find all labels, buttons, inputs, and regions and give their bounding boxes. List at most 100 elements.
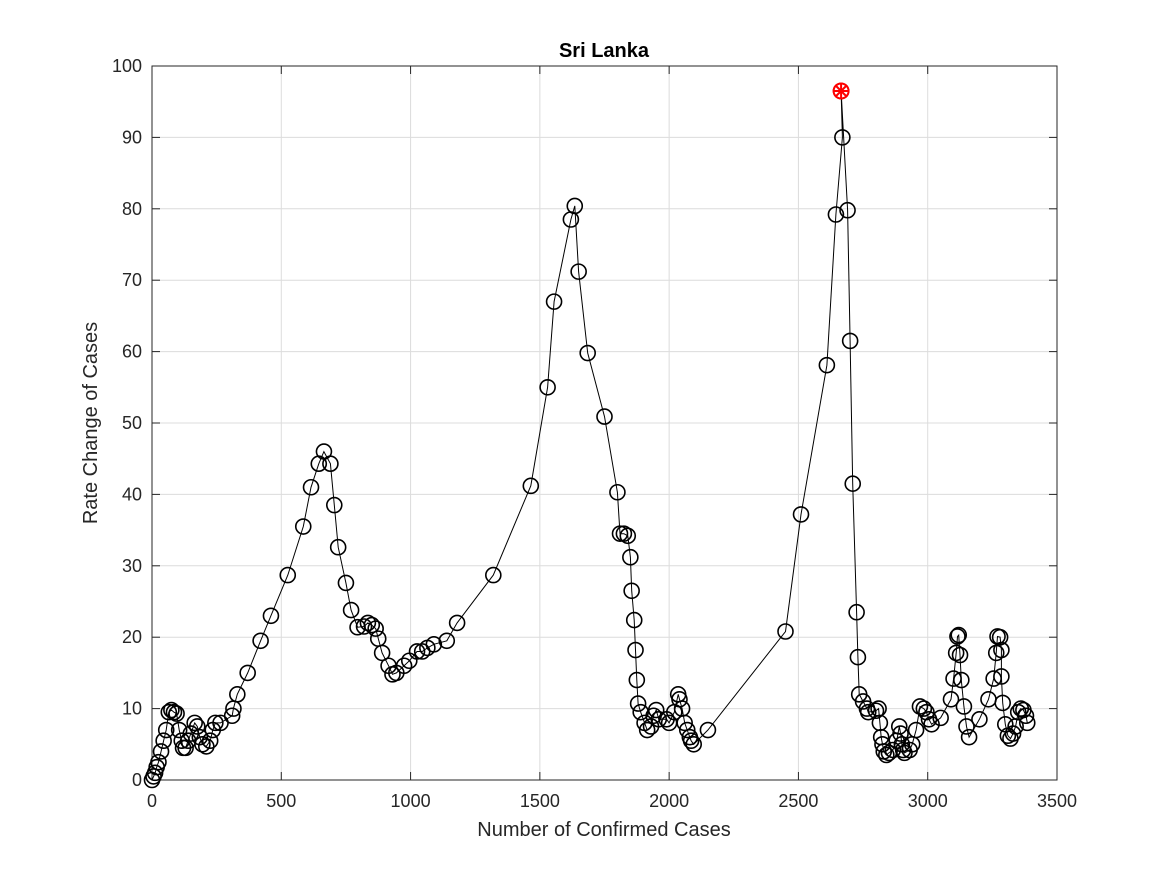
data-point — [322, 455, 339, 472]
data-point — [448, 614, 466, 632]
data-point — [170, 721, 188, 739]
data-point — [960, 728, 978, 746]
y-axis-label: Rate Change of Cases — [80, 322, 102, 524]
data-point — [958, 718, 975, 735]
data-point — [579, 344, 596, 362]
data-point — [915, 700, 933, 717]
data-point — [945, 670, 962, 687]
peak-marker-diag2 — [834, 84, 848, 98]
data-point — [955, 698, 973, 715]
x-axis-label: Number of Confirmed Cases — [477, 819, 730, 841]
data-point — [152, 743, 170, 760]
data-point — [168, 705, 185, 722]
data-point — [841, 332, 859, 350]
data-point — [223, 707, 241, 725]
data-point — [1018, 714, 1036, 732]
data-point — [625, 611, 643, 629]
y-tick-label: 70 — [122, 270, 142, 290]
x-tick-label: 3000 — [908, 791, 948, 811]
data-point — [985, 670, 1002, 687]
data-point — [325, 496, 343, 514]
data-point — [615, 525, 633, 542]
data-point — [229, 686, 246, 703]
x-tick-label: 2000 — [649, 791, 689, 811]
data-point — [186, 714, 203, 732]
y-tick-label: 0 — [132, 770, 142, 790]
data-point — [907, 721, 925, 739]
data-point — [367, 620, 384, 637]
data-point — [834, 129, 851, 146]
data-point — [682, 732, 700, 750]
data-point — [993, 668, 1010, 685]
data-point — [950, 626, 968, 644]
data-point — [991, 628, 1009, 646]
plot-area-border — [151, 65, 1058, 781]
data-point — [150, 753, 167, 771]
data-point — [194, 735, 211, 753]
data-point — [629, 695, 647, 712]
data-point — [262, 607, 280, 625]
y-tick-label: 60 — [122, 342, 142, 362]
data-point — [890, 718, 908, 735]
data-point — [609, 483, 626, 501]
y-tick-label: 40 — [122, 484, 142, 504]
data-point — [566, 197, 584, 215]
data-point — [177, 739, 194, 757]
data-point — [676, 714, 693, 732]
data-point — [839, 201, 856, 219]
data-point — [1004, 725, 1022, 742]
x-tick-label: 0 — [147, 791, 157, 811]
data-point — [539, 378, 556, 396]
data-point — [363, 616, 381, 634]
data-point — [596, 408, 613, 425]
data-point — [408, 643, 426, 660]
data-point — [892, 725, 909, 742]
data-point — [947, 644, 965, 662]
data-point — [911, 698, 929, 715]
data-point — [628, 671, 646, 689]
data-point — [611, 525, 629, 542]
data-point — [294, 518, 312, 535]
x-tick-label: 500 — [266, 791, 296, 811]
y-tick-label: 10 — [122, 699, 142, 719]
data-point — [545, 293, 563, 310]
x-tick-label: 1500 — [520, 791, 560, 811]
data-point — [373, 644, 391, 662]
y-tick-label: 20 — [122, 627, 142, 647]
data-point — [650, 711, 668, 728]
data-point — [570, 263, 587, 280]
data-point — [623, 582, 640, 600]
data-point — [619, 527, 637, 545]
data-point — [953, 671, 970, 689]
data-point — [155, 732, 172, 750]
peak-marker — [832, 82, 850, 100]
data-point — [355, 618, 373, 635]
data-point — [777, 623, 794, 640]
data-point — [163, 701, 180, 719]
data-point — [522, 477, 540, 495]
data-point — [395, 657, 413, 675]
data-point — [622, 548, 639, 566]
data-point — [647, 701, 665, 719]
data-point — [923, 716, 940, 733]
data-point — [425, 636, 443, 653]
data-point — [849, 648, 867, 666]
data-point — [207, 714, 224, 732]
series-line — [151, 90, 1028, 781]
data-point — [827, 206, 845, 223]
x-tick-label: 3500 — [1037, 791, 1077, 811]
data-point — [165, 703, 183, 721]
data-point — [638, 721, 656, 739]
y-tick-label: 90 — [122, 127, 142, 147]
data-point — [678, 721, 696, 739]
data-point — [329, 538, 347, 556]
data-point — [951, 646, 969, 664]
y-tick-label: 100 — [112, 56, 142, 76]
data-point — [942, 691, 960, 708]
data-point — [279, 566, 297, 584]
data-point — [792, 506, 810, 523]
data-point — [627, 641, 644, 659]
data-point — [302, 478, 320, 496]
